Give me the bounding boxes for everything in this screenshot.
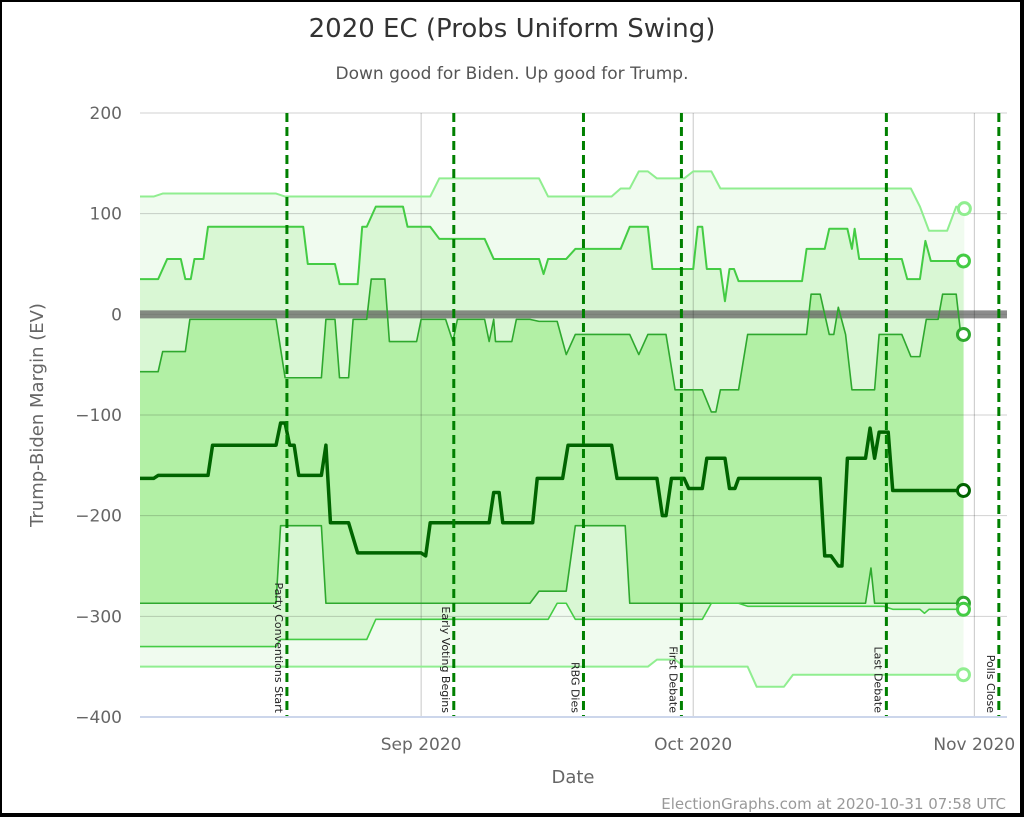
y-tick-label: −300 (75, 607, 122, 627)
line-lower-1sigma (140, 524, 964, 605)
end-marker-icon (955, 483, 971, 498)
x-tick-label: Oct 2020 (654, 735, 732, 755)
event-label: Polls Close (984, 655, 997, 714)
end-marker-icon (955, 326, 971, 342)
y-tick-label: 0 (111, 305, 122, 325)
end-marker-icon (956, 201, 972, 217)
event-label: Last Debate (871, 647, 884, 714)
line-inner-upper (140, 278, 964, 413)
event-label: Early Voting Begins (439, 606, 452, 713)
event-label: Party Conventions Start (272, 582, 285, 713)
line-median (140, 421, 964, 568)
line-outer-lower (140, 658, 964, 688)
y-tick-label: −200 (75, 507, 122, 527)
end-marker-icon (955, 601, 971, 617)
event-label: First Debate (666, 646, 679, 713)
line-upper-1sigma (140, 205, 964, 303)
end-markers (955, 201, 972, 683)
end-marker-icon (955, 667, 971, 683)
y-tick-label: −100 (75, 406, 122, 426)
event-label: RBG Dies (568, 662, 581, 713)
y-tick-label: 200 (90, 104, 122, 124)
x-tick-label: Sep 2020 (381, 735, 462, 755)
end-marker-icon (955, 253, 971, 269)
y-tick-label: −400 (75, 708, 122, 728)
y-tick-label: 100 (90, 205, 122, 225)
x-tick-label: Nov 2020 (933, 735, 1015, 755)
y-axis-title: Trump-Biden Margin (EV) (27, 303, 48, 528)
x-axis-title: Date (551, 767, 594, 788)
event-markers: Party Conventions Start Early Voting Begi… (272, 113, 1001, 717)
axes: 200 100 0 −100 −200 −300 −400 Sep 2020 Oct 2020 N… (27, 104, 1015, 788)
band-inner (140, 279, 964, 604)
chart-title: 2020 EC (Probs Uniform Swing) (308, 14, 716, 44)
line-lower-2sigma (140, 602, 964, 648)
probability-bands (140, 171, 966, 687)
chart-subtitle: Down good for Biden. Up good for Trump. (335, 64, 689, 84)
credit-text: ElectionGraphs.com at 2020-10-31 07:58 U… (661, 795, 1006, 813)
